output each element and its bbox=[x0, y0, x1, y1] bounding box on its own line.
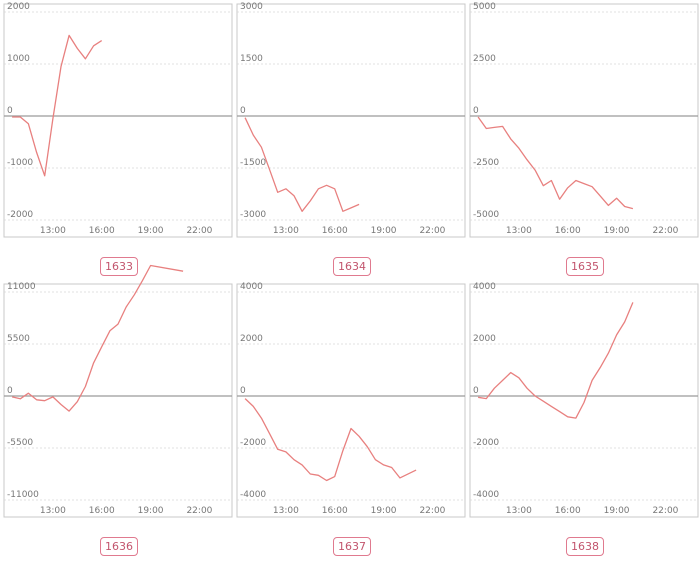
panel-label-1634[interactable]: 1634 bbox=[333, 257, 371, 276]
y-tick-label: 4000 bbox=[473, 282, 496, 292]
x-tick-label: 16:00 bbox=[89, 506, 115, 516]
y-tick-label: 2000 bbox=[7, 2, 30, 12]
x-tick-label: 16:00 bbox=[322, 226, 348, 236]
x-tick-label: 13:00 bbox=[273, 506, 299, 516]
y-tick-label: 0 bbox=[473, 386, 479, 396]
y-tick-label: 2000 bbox=[240, 334, 263, 344]
y-tick-label: 4000 bbox=[240, 282, 263, 292]
y-tick-label: -2500 bbox=[473, 158, 499, 168]
panel-frame bbox=[236, 3, 466, 238]
x-tick-label: 16:00 bbox=[555, 226, 581, 236]
x-tick-label: 13:00 bbox=[40, 506, 66, 516]
x-tick-label: 22:00 bbox=[419, 506, 445, 516]
series-line bbox=[11, 264, 184, 412]
x-tick-label: 19:00 bbox=[371, 506, 397, 516]
y-tick-label: 0 bbox=[240, 386, 246, 396]
panel-frame bbox=[236, 283, 466, 518]
chart-panel-1634: 3000 1500 0 -1500 -3000 13:00 16:00 19:00 22:00 bbox=[236, 2, 466, 238]
chart-panel-1633: 2000 1000 0 -1000 -2000 13:00 16:00 19:00 22:00 bbox=[3, 2, 233, 238]
chart-panel-1637: 4000 2000 0 -2000 -4000 13:00 16:00 19:00 22:00 bbox=[236, 282, 466, 518]
x-tick-label: 16:00 bbox=[322, 506, 348, 516]
x-tick-label: 19:00 bbox=[138, 506, 164, 516]
x-tick-label: 19:00 bbox=[138, 226, 164, 236]
x-tick-label: 13:00 bbox=[40, 226, 66, 236]
panel-label-1637[interactable]: 1637 bbox=[333, 537, 371, 556]
y-tick-label: -3000 bbox=[240, 210, 266, 220]
panel-frame bbox=[3, 3, 233, 238]
x-tick-label: 22:00 bbox=[186, 506, 212, 516]
y-tick-label: -2000 bbox=[240, 438, 266, 448]
panel-label-1635[interactable]: 1635 bbox=[566, 257, 604, 276]
x-tick-label: 13:00 bbox=[506, 506, 532, 516]
x-tick-label: 19:00 bbox=[604, 506, 630, 516]
panel-label-1633[interactable]: 1633 bbox=[100, 257, 138, 276]
y-tick-label: 5000 bbox=[473, 2, 496, 12]
y-tick-label: 1000 bbox=[7, 54, 30, 64]
y-tick-label: -5000 bbox=[473, 210, 499, 220]
y-tick-label: -2000 bbox=[473, 438, 499, 448]
panel-label-1638[interactable]: 1638 bbox=[566, 537, 604, 556]
chart-panel-1638: 4000 2000 0 -2000 -4000 13:00 16:00 19:00 22:00 bbox=[469, 282, 699, 518]
y-tick-label: 3000 bbox=[240, 2, 263, 12]
series-line bbox=[477, 302, 634, 419]
y-tick-label: 0 bbox=[7, 106, 13, 116]
y-tick-label: -4000 bbox=[240, 490, 266, 500]
x-tick-label: 22:00 bbox=[419, 226, 445, 236]
series-line bbox=[244, 117, 360, 212]
y-tick-label: 0 bbox=[240, 106, 246, 116]
series-line bbox=[477, 116, 634, 210]
y-tick-label: -1500 bbox=[240, 158, 266, 168]
x-tick-label: 22:00 bbox=[186, 226, 212, 236]
series-line bbox=[244, 398, 417, 482]
x-tick-label: 19:00 bbox=[371, 226, 397, 236]
panel-label-1636[interactable]: 1636 bbox=[100, 537, 138, 556]
y-tick-label: -1000 bbox=[7, 158, 33, 168]
y-tick-label: -11000 bbox=[7, 490, 39, 500]
x-tick-label: 13:00 bbox=[273, 226, 299, 236]
series-line bbox=[12, 34, 103, 177]
y-tick-label: 11000 bbox=[7, 282, 36, 292]
x-tick-label: 16:00 bbox=[555, 506, 581, 516]
x-tick-label: 22:00 bbox=[652, 506, 678, 516]
y-tick-label: 0 bbox=[7, 386, 13, 396]
x-tick-label: 19:00 bbox=[604, 226, 630, 236]
x-tick-label: 16:00 bbox=[89, 226, 115, 236]
y-tick-label: 0 bbox=[473, 106, 479, 116]
panel-frame bbox=[469, 283, 699, 518]
chart-panel-1635: 5000 2500 0 -2500 -5000 13:00 16:00 19:00 22:00 bbox=[469, 2, 699, 238]
y-tick-label: 2500 bbox=[473, 54, 496, 64]
panel-frame bbox=[469, 3, 699, 238]
y-tick-label: -4000 bbox=[473, 490, 499, 500]
y-tick-label: -5500 bbox=[7, 438, 33, 448]
y-tick-label: 2000 bbox=[473, 334, 496, 344]
y-tick-label: -2000 bbox=[7, 210, 33, 220]
x-tick-label: 13:00 bbox=[506, 226, 532, 236]
y-tick-label: 1500 bbox=[240, 54, 263, 64]
x-tick-label: 22:00 bbox=[652, 226, 678, 236]
y-tick-label: 5500 bbox=[7, 334, 30, 344]
